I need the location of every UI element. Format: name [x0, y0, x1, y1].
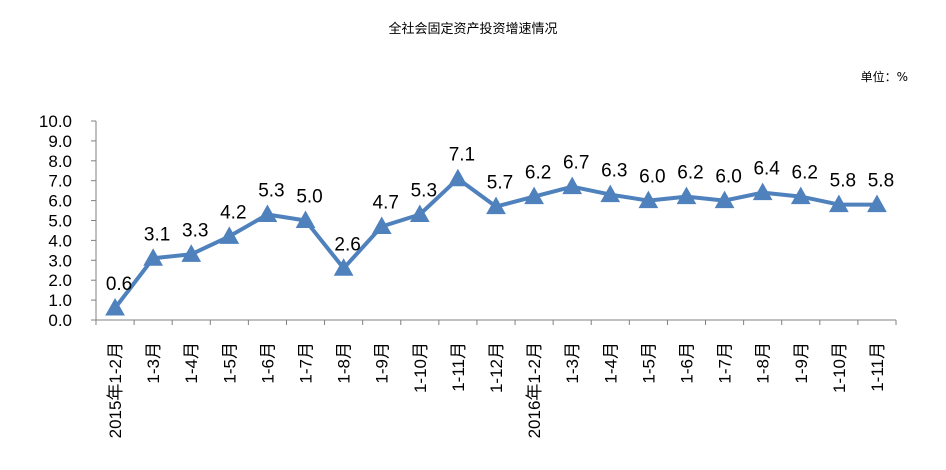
data-point-marker	[752, 182, 773, 201]
data-point-marker	[448, 168, 468, 187]
data-point-marker	[257, 204, 278, 223]
x-tick-label: 2016年1-2月	[525, 342, 544, 438]
data-point-marker	[181, 244, 202, 262]
data-point-marker	[219, 226, 240, 244]
data-point-marker	[676, 186, 697, 205]
x-tick-label: 1-12月	[487, 342, 506, 393]
data-label: 6.2	[792, 163, 818, 184]
data-label: 5.8	[868, 171, 894, 192]
data-point-marker	[409, 204, 430, 223]
x-tick-label: 1-9月	[373, 342, 392, 384]
data-label: 7.1	[449, 145, 475, 166]
data-label: 6.4	[753, 159, 780, 180]
data-point-marker	[714, 190, 735, 209]
x-tick-label: 1-4月	[182, 342, 201, 384]
data-label: 5.0	[296, 187, 322, 208]
data-label: 5.3	[258, 181, 284, 202]
data-point-marker	[524, 186, 544, 205]
x-tick-label: 1-11月	[449, 342, 468, 392]
x-tick-label: 1-3月	[144, 342, 163, 384]
data-point-marker	[867, 194, 887, 213]
y-tick-label: 1.0	[48, 291, 72, 310]
x-tick-label: 1-6月	[258, 342, 277, 384]
data-label: 3.1	[144, 224, 170, 245]
y-tick-label: 6.0	[48, 192, 72, 211]
x-tick-label: 1-3月	[563, 342, 582, 384]
x-tick-label: 1-9月	[792, 342, 811, 384]
chart-axes	[95, 121, 896, 321]
series-markers	[105, 168, 887, 316]
data-point-marker	[562, 176, 583, 195]
x-tick-label: 1-10月	[411, 342, 430, 393]
y-tick-label: 10.0	[39, 112, 72, 131]
y-tick-label: 2.0	[48, 271, 72, 290]
x-tick-label: 1-7月	[716, 342, 735, 384]
data-label: 0.6	[106, 274, 132, 295]
x-tick-label: 1-4月	[601, 342, 620, 384]
data-point-marker	[829, 194, 849, 213]
x-tick-label: 1-11月	[868, 342, 887, 392]
unit-label: 单位：%	[860, 70, 908, 84]
data-point-marker	[790, 186, 811, 205]
chart-title: 全社会固定资产投资增速情况	[388, 22, 558, 37]
y-tick-label: 0.0	[48, 311, 72, 330]
x-tick-label: 1-6月	[677, 342, 696, 384]
data-label: 4.2	[220, 202, 246, 223]
y-axis-ticks: 0.01.02.03.04.05.06.07.08.09.010.0	[39, 112, 96, 330]
x-tick-label: 1-5月	[220, 342, 239, 384]
data-point-marker	[600, 184, 621, 203]
data-label: 5.3	[411, 181, 437, 202]
data-label: 4.7	[373, 192, 399, 213]
x-tick-label: 1-8月	[754, 342, 773, 384]
data-point-marker	[105, 298, 125, 316]
y-tick-label: 9.0	[48, 132, 72, 151]
x-tick-label: 1-10月	[830, 342, 849, 393]
data-label: 6.3	[601, 161, 627, 182]
x-tick-label: 1-7月	[297, 342, 316, 384]
x-tick-label: 1-5月	[639, 342, 658, 384]
data-label: 6.2	[525, 163, 551, 184]
y-tick-label: 7.0	[48, 172, 72, 191]
y-tick-label: 5.0	[48, 212, 72, 231]
x-axis-ticks: 2015年1-2月 1-3月 1-4月 1-5月 1-6月 1-7月 1-8月 1-9月 1-1…	[95, 320, 897, 438]
data-label: 2.6	[334, 234, 360, 255]
data-point-marker	[486, 196, 506, 215]
y-tick-label: 4.0	[48, 231, 72, 250]
data-point-marker	[333, 258, 354, 276]
data-label: 5.7	[487, 173, 513, 194]
x-tick-label: 2015年1-2月	[106, 342, 125, 438]
data-label: 6.0	[715, 167, 741, 188]
x-tick-label: 1-8月	[335, 342, 354, 384]
data-label: 3.3	[182, 220, 208, 241]
data-label: 6.2	[677, 163, 703, 184]
data-label: 6.0	[639, 167, 665, 188]
data-point-marker	[638, 190, 659, 209]
data-label: 6.7	[563, 153, 589, 174]
data-point-marker	[143, 248, 163, 266]
y-tick-label: 3.0	[48, 251, 72, 270]
data-point-marker	[371, 216, 392, 234]
data-labels: 0.6 3.1 3.3 4.2 5.3 5.0 2.6 4.7 5.3 7.1 5.7 6.2 6.7 6…	[106, 145, 894, 295]
data-label: 5.8	[830, 171, 856, 192]
y-tick-label: 8.0	[48, 152, 72, 171]
data-point-marker	[295, 210, 316, 228]
